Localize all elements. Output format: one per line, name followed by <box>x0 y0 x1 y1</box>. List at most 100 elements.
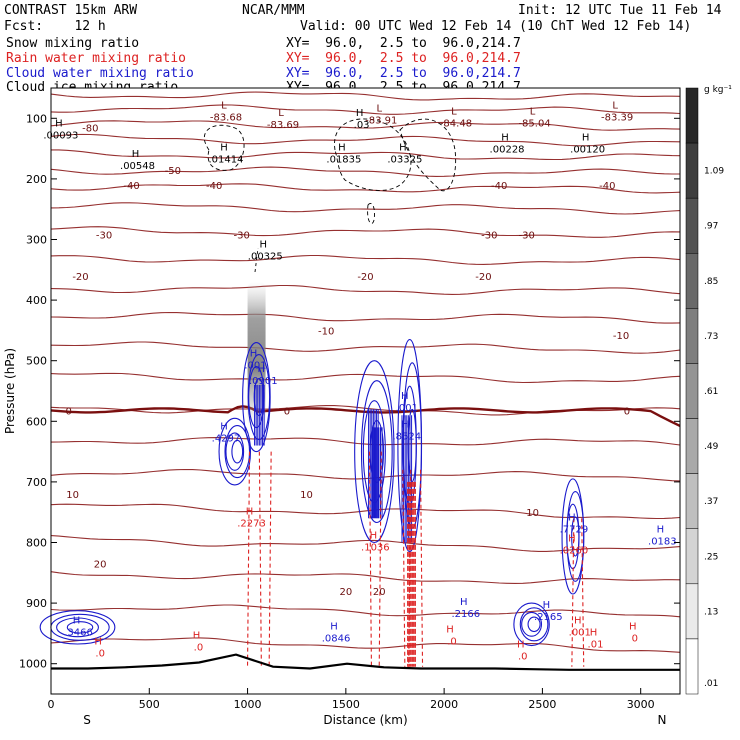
cloud-ice-contour <box>254 247 259 273</box>
isotherm-label: -30 <box>519 231 535 242</box>
colorbar-segment <box>685 583 699 640</box>
isotherm-label: -10 <box>613 331 629 342</box>
high-marker-letter: H <box>260 240 268 251</box>
colorbar-segment <box>685 197 699 254</box>
y-tick-label: 700 <box>26 476 47 489</box>
colorbar-label: .37 <box>704 497 718 507</box>
y-tick-label: 200 <box>26 173 47 186</box>
title-center: NCAR/MMM <box>242 3 305 18</box>
colorbar-segment <box>685 308 699 364</box>
rain-water-high-letter: H <box>94 637 102 648</box>
isotherm-label: -30 <box>481 231 497 242</box>
isotherm-label: -30 <box>96 231 112 242</box>
isotherm-label: 10 <box>66 490 79 501</box>
high-marker-value: .00548 <box>120 161 155 172</box>
high-marker-letter: H <box>582 132 590 143</box>
rain-water-contour <box>571 518 575 667</box>
isotherm-line <box>50 133 681 147</box>
rain-water-high-letter: H <box>446 624 454 635</box>
colorbar-segment <box>685 142 699 199</box>
low-marker-letter: L <box>221 100 227 111</box>
cloud-water-contour <box>521 611 543 637</box>
forecast-hour: Fcst: 12 h <box>4 19 106 34</box>
x-tick-label: 1000 <box>234 698 262 711</box>
isotherm-label: 20 <box>339 587 352 598</box>
isotherm-label: 20 <box>373 587 386 598</box>
x-tick-label: 0 <box>48 698 55 711</box>
low-marker-value: -83.68 <box>210 112 242 123</box>
isotherm-line <box>50 183 681 194</box>
isotherm-label: 10 <box>300 490 313 501</box>
isotherm-label: 0 <box>624 406 630 417</box>
cloud-water-high-letter: H <box>543 600 551 611</box>
colorbar-label: .13 <box>704 607 718 617</box>
cloud-water-high-letter: H <box>657 524 665 535</box>
x-tick-label: 500 <box>139 698 160 711</box>
cloud-water-high-letter: H <box>220 421 228 432</box>
y-tick-label: 600 <box>26 415 47 428</box>
rain-water-high-letter: H <box>629 621 637 632</box>
cloud-water-high-value: .0846 <box>322 633 351 644</box>
cloud-ice-contour <box>203 124 245 171</box>
isotherm-line <box>50 226 681 238</box>
isotherm-label: 0 <box>66 406 72 417</box>
rain-water-high-value: .2273 <box>237 518 266 529</box>
x-tick-label: 2500 <box>528 698 556 711</box>
x-end-label-south: S <box>83 713 91 727</box>
rain-water-high-value: .1036 <box>361 543 390 554</box>
low-marker-letter: L <box>278 108 284 119</box>
isotherm-line <box>50 341 681 354</box>
isotherm-label: -40 <box>206 181 222 192</box>
rain-water-high-value: 0 <box>632 633 638 644</box>
rain-water-contour <box>402 469 406 667</box>
low-marker-letter: L <box>376 103 382 114</box>
cloud-water-high-letter: H <box>401 391 409 402</box>
high-marker-value: .00120 <box>570 144 605 155</box>
y-tick-label: 1000 <box>19 658 47 671</box>
rain-water-high-value: .0 <box>447 636 457 647</box>
cloud-ice-contour <box>334 118 412 191</box>
cloud-water-high-value: .001 <box>244 361 266 372</box>
high-marker-letter: H <box>356 108 364 119</box>
rain-water-high-letter: H <box>193 631 201 642</box>
cloud-water-high-value: .8524 <box>392 432 421 443</box>
field-snow-name: Snow mixing ratio <box>6 36 140 51</box>
rain-water-high-letter: H <box>568 534 576 545</box>
colorbar-segment <box>685 253 699 309</box>
isotherm-label: -80 <box>82 123 98 134</box>
colorbar-segment <box>685 87 699 144</box>
rain-water-contour <box>258 451 262 667</box>
isotherm-line <box>50 284 681 295</box>
x-tick-label: 2000 <box>430 698 458 711</box>
rain-water-high-value: .0260 <box>560 546 589 557</box>
isotherm-label: -50 <box>165 166 181 177</box>
valid-time: Valid: 00 UTC Wed 12 Feb 14 (10 ChT Wed … <box>300 19 692 34</box>
colorbar-label: .49 <box>704 442 719 452</box>
cloud-water-contour <box>354 360 395 544</box>
isotherm-line <box>50 120 681 131</box>
isotherm-line <box>50 637 681 653</box>
rain-water-high-value: .0 <box>194 643 204 654</box>
isotherm-line <box>50 604 681 618</box>
rain-water-high-value: .0 <box>95 649 105 660</box>
zero-isotherm <box>50 405 681 427</box>
y-tick-label: 300 <box>26 234 47 247</box>
colorbar-label: .01 <box>704 679 718 689</box>
low-marker-value: -83.69 <box>267 120 299 131</box>
plot-frame <box>50 87 681 695</box>
colorbar-label: .85 <box>704 277 718 287</box>
field-cloudwater-xy: XY= 96.0, 2.5 to 96.0,214.7 <box>286 66 521 81</box>
isotherm-label: -20 <box>475 272 491 283</box>
rain-water-contour <box>419 469 424 667</box>
field-snow-xy: XY= 96.0, 2.5 to 96.0,214.7 <box>286 36 521 51</box>
high-marker-letter: H <box>501 132 509 143</box>
x-axis-label: Distance (km) <box>323 713 407 727</box>
rain-water-high-letter: H <box>246 506 254 517</box>
y-tick-label: 800 <box>26 537 47 550</box>
cloud-water-contour <box>56 617 99 638</box>
rain-water-contour <box>246 451 251 667</box>
high-marker-value: .01835 <box>326 155 361 166</box>
isotherm-label: -10 <box>318 326 334 337</box>
colorbar-label: .61 <box>704 387 718 397</box>
